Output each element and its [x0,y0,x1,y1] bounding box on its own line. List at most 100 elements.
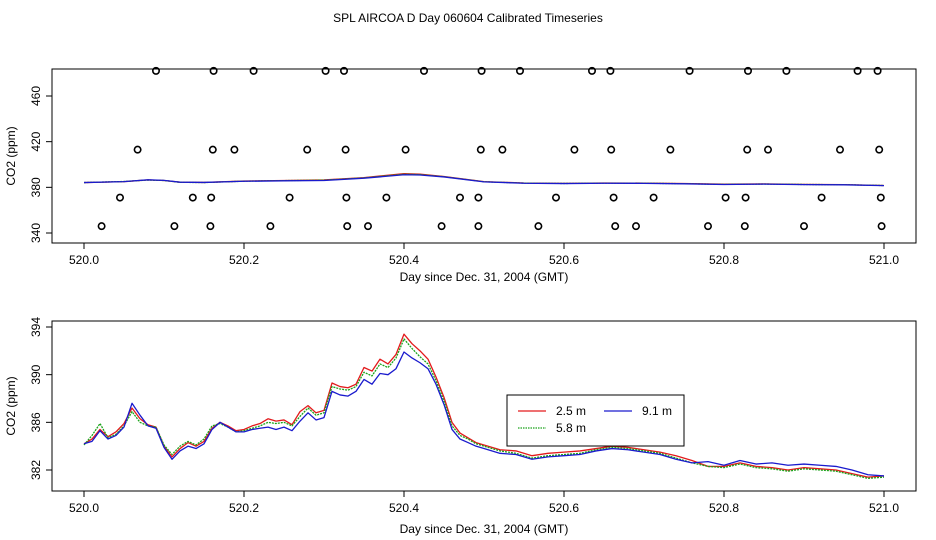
panel-top-y-axis: 340 380 420 460 [29,86,52,243]
marker-point-9 [606,66,615,75]
marker-point-14 [873,66,882,75]
marker-point-7 [515,66,524,75]
panel-bottom-frame [51,320,917,492]
marker-point-32 [207,193,216,202]
marker-point-48 [266,222,275,231]
marker-point-21 [476,145,485,154]
panel-bottom-x-label: Day since Dec. 31, 2004 (GMT) [400,522,569,536]
series-line-2-5-m [83,333,885,478]
marker-point-38 [551,193,560,202]
x-tick-label-520-8: 520.8 [709,253,739,267]
panel-top: 520.0 520.2 520.4 520.6 520.8 521.0 340 380 420… [4,66,917,284]
marker-point-34 [342,193,351,202]
legend: 2.5 m 9.1 m 5.8 m [506,394,685,447]
marker-point-35 [382,193,391,202]
marker-point-39 [609,193,618,202]
legend-label-2-5m: 2.5 m [556,404,586,418]
marker-point-22 [498,145,507,154]
y-tick-label-340: 340 [29,223,43,243]
figure-title: SPL AIRCOA D Day 060604 Calibrated Times… [333,11,603,25]
marker-point-23 [570,145,579,154]
marker-point-44 [876,193,885,202]
marker-point-25 [666,145,675,154]
panel-bottom-lines [83,333,885,479]
marker-point-4 [339,66,348,75]
marker-point-33 [285,193,294,202]
y-tick-label-380: 380 [29,177,43,197]
marker-point-10 [685,66,694,75]
marker-point-51 [437,222,446,231]
y-tick-label-390: 390 [29,364,43,384]
marker-point-49 [343,222,352,231]
panel-bottom-x-axis: 520.0 520.2 520.4 520.6 520.8 521.0 [69,491,899,515]
marker-point-8 [587,66,596,75]
x-tick-label-521-0: 521.0 [869,253,899,267]
marker-point-28 [835,145,844,154]
marker-point-57 [740,222,749,231]
marker-point-52 [474,222,483,231]
marker-point-43 [817,193,826,202]
marker-point-29 [875,145,884,154]
marker-point-31 [188,193,197,202]
x-tick-label-521-0: 521.0 [869,501,899,515]
x-tick-label-520-2: 520.2 [229,501,259,515]
marker-point-0 [152,66,161,75]
series-line-5-8-m [83,338,885,479]
marker-point-41 [721,193,730,202]
marker-point-46 [170,222,179,231]
marker-point-19 [341,145,350,154]
panel-bottom: 520.0 520.2 520.4 520.6 520.8 521.0 382 386 390… [4,317,917,536]
y-tick-label-394: 394 [29,317,43,337]
marker-point-2 [249,66,258,75]
marker-point-45 [97,222,106,231]
marker-point-40 [649,193,658,202]
marker-point-27 [763,145,772,154]
x-tick-label-520-6: 520.6 [549,501,579,515]
panel-top-x-axis: 520.0 520.2 520.4 520.6 520.8 521.0 [69,243,899,267]
panel-bottom-y-axis: 382 386 390 394 [29,317,52,480]
panel-bottom-y-label: CO2 (ppm) [4,376,18,435]
marker-point-17 [230,145,239,154]
x-tick-label-520-0: 520.0 [69,501,99,515]
series-line-9-1-m [83,351,885,477]
panel-top-lines [83,172,885,187]
marker-point-30 [116,193,125,202]
panel-top-x-label: Day since Dec. 31, 2004 (GMT) [400,270,569,284]
x-tick-label-520-2: 520.2 [229,253,259,267]
x-tick-label-520-4: 520.4 [389,253,419,267]
panel-top-frame [51,68,917,244]
marker-point-24 [607,145,616,154]
marker-point-59 [877,222,886,231]
marker-point-15 [133,145,142,154]
legend-box [506,394,685,447]
marker-point-3 [321,66,330,75]
marker-point-58 [799,222,808,231]
x-tick-label-520-4: 520.4 [389,501,419,515]
marker-point-55 [631,222,640,231]
marker-point-53 [534,222,543,231]
marker-point-6 [477,66,486,75]
y-tick-label-460: 460 [29,86,43,106]
marker-point-18 [303,145,312,154]
series-line-9-1-m [83,174,885,187]
y-tick-label-382: 382 [29,460,43,480]
legend-label-5-8m: 5.8 m [556,421,586,435]
panel-top-y-label: CO2 (ppm) [4,126,18,185]
x-tick-label-520-6: 520.6 [549,253,579,267]
marker-point-26 [743,145,752,154]
x-tick-label-520-8: 520.8 [709,501,739,515]
marker-point-56 [703,222,712,231]
y-tick-label-420: 420 [29,131,43,151]
marker-point-13 [853,66,862,75]
marker-point-20 [401,145,410,154]
x-tick-label-520-0: 520.0 [69,253,99,267]
marker-point-12 [782,66,791,75]
y-tick-label-386: 386 [29,412,43,432]
marker-point-36 [455,193,464,202]
legend-label-9-1m: 9.1 m [642,404,672,418]
marker-point-50 [363,222,372,231]
marker-point-42 [741,193,750,202]
marker-point-47 [206,222,215,231]
marker-point-11 [743,66,752,75]
